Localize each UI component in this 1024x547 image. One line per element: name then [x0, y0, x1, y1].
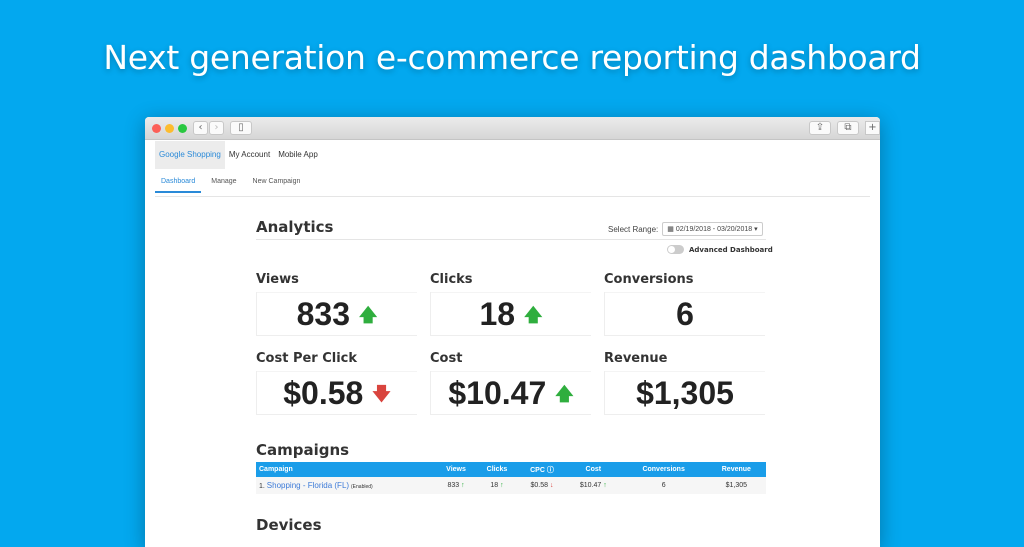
col-clicks[interactable]: Clicks [476, 462, 518, 477]
devices-title: Devices [256, 516, 322, 534]
metric-views: Views 833 🡅 [256, 272, 417, 336]
arrow-down-icon: 🡇 [372, 384, 391, 404]
status-badge: (Enabled) [351, 484, 373, 490]
metric-conversions: Conversions 6 [604, 272, 765, 336]
advanced-label: Advanced Dashboard [689, 245, 773, 254]
campaigns-title: Campaigns [256, 441, 350, 459]
arrow-up-icon: ↑ [603, 482, 607, 489]
info-icon[interactable]: ⓘ [546, 466, 554, 474]
browser-window: ‹ › ▯ ⇪ ⧉ + Google Shopping My Account M… [145, 117, 880, 547]
top-nav: Google Shopping My Account Mobile App [155, 141, 322, 169]
metric-value: $10.47 [448, 375, 547, 411]
calendar-icon: ▦ [667, 226, 676, 233]
nav-my-account[interactable]: My Account [228, 150, 271, 159]
metric-value: 18 [479, 296, 516, 332]
back-icon[interactable]: ‹ [193, 121, 208, 135]
metric-value: 6 [676, 296, 694, 332]
maximize-icon[interactable] [178, 124, 187, 133]
advanced-dashboard: Advanced Dashboard [667, 245, 773, 254]
sub-nav: Dashboard Manage New Campaign [155, 175, 870, 197]
range-select: Select Range: ▦ 02/19/2018 - 03/20/2018 … [608, 222, 763, 236]
campaign-link[interactable]: Shopping - Florida (FL) [266, 481, 350, 490]
metric-label: Revenue [604, 351, 668, 366]
arrow-up-icon: 🡅 [523, 305, 543, 325]
table-row: 1. Shopping - Florida (FL) (Enabled) 833… [256, 477, 766, 494]
arrow-up-icon: 🡅 [358, 305, 378, 325]
arrow-up-icon: ↑ [500, 482, 504, 489]
metric-value: 833 [296, 296, 350, 332]
arrow-down-icon: ↓ [549, 482, 554, 489]
new-tab-icon[interactable]: + [865, 121, 880, 135]
tab-dashboard[interactable]: Dashboard [155, 175, 202, 193]
metric-value: $0.58 [283, 375, 364, 411]
tabs-icon[interactable]: ⧉ [837, 121, 859, 135]
metric-label: Clicks [430, 272, 473, 287]
tab-manage[interactable]: Manage [211, 178, 237, 185]
campaigns-table: Campaign Views Clicks CPC ⓘ Cost Convers… [256, 462, 766, 494]
tab-new-campaign[interactable]: New Campaign [252, 178, 301, 185]
share-icon[interactable]: ⇪ [809, 121, 831, 135]
forward-icon[interactable]: › [209, 121, 224, 135]
metric-clicks: Clicks 18 🡅 [430, 272, 591, 336]
sidebar-icon[interactable]: ▯ [230, 121, 252, 135]
col-conversions[interactable]: Conversions [620, 462, 707, 477]
date-range-picker[interactable]: ▦ 02/19/2018 - 03/20/2018 ▾ [662, 222, 763, 236]
metric-cpc: Cost Per Click $0.58 🡇 [256, 351, 417, 415]
nav-google-shopping[interactable]: Google Shopping [155, 141, 225, 169]
title-bar: ‹ › ▯ ⇪ ⧉ + [145, 117, 880, 140]
close-icon[interactable] [152, 124, 161, 133]
metric-value: $1,305 [636, 375, 734, 411]
advanced-toggle[interactable] [667, 245, 684, 254]
metric-label: Conversions [604, 272, 694, 287]
metric-label: Cost Per Click [256, 351, 358, 366]
hero-title: Next generation e-commerce reporting das… [103, 38, 921, 77]
metric-revenue: Revenue $1,305 [604, 351, 765, 415]
metric-label: Views [256, 272, 299, 287]
col-revenue[interactable]: Revenue [706, 462, 766, 477]
metric-label: Cost [430, 351, 463, 366]
metric-cost: Cost $10.47 🡅 [430, 351, 591, 415]
minimize-icon[interactable] [165, 124, 174, 133]
col-cpc[interactable]: CPC ⓘ [517, 462, 567, 477]
arrow-up-icon: ↑ [461, 482, 465, 489]
arrow-up-icon: 🡅 [555, 384, 574, 404]
analytics-title: Analytics [256, 218, 334, 236]
col-cost[interactable]: Cost [566, 462, 621, 477]
col-views[interactable]: Views [436, 462, 477, 477]
col-campaign[interactable]: Campaign [256, 462, 436, 477]
nav-mobile-app[interactable]: Mobile App [278, 150, 318, 159]
range-label: Select Range: [608, 224, 659, 234]
